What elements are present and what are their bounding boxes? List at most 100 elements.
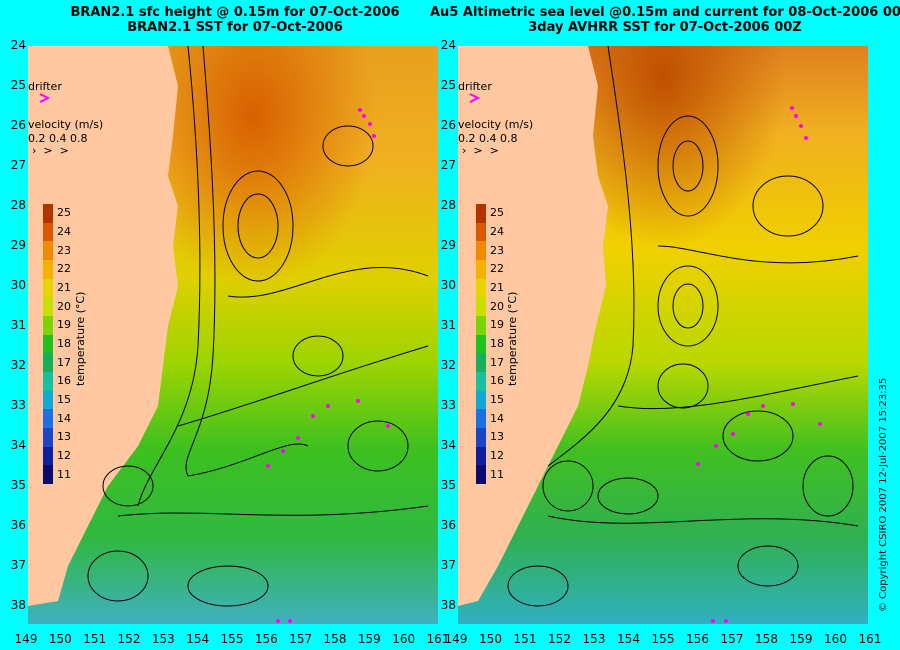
colorbar-tick-label: 16 [490, 374, 504, 388]
colorbar-tick-label: 13 [57, 430, 71, 444]
x-tick-label: 156 [686, 632, 709, 646]
x-tick-label: 161 [858, 632, 882, 646]
right-drifter-tracks [696, 106, 822, 623]
right-title-line1: Au5 Altimetric sea level @0.15m and curr… [430, 5, 900, 20]
y-tick-label: 26 [440, 118, 456, 132]
left-colorbar [43, 204, 53, 484]
y-tick-label: 33 [440, 398, 456, 412]
right-colorbar [476, 204, 486, 484]
colorbar-swatch [476, 428, 486, 447]
left-colorbar-title: temperature (°C) [74, 291, 87, 386]
y-tick-label: 30 [10, 278, 26, 292]
x-tick-label: 152 [548, 632, 571, 646]
y-tick-label: 35 [10, 478, 26, 492]
x-tick-label: 160 [392, 632, 416, 646]
y-tick-label: 37 [10, 558, 26, 572]
y-tick-label: 26 [10, 118, 26, 132]
colorbar-swatch [476, 409, 486, 428]
left-title-line2: BRAN2.1 SST for 07-Oct-2006 [127, 20, 343, 35]
colorbar-swatch [43, 204, 53, 223]
x-tick-label: 154 [617, 632, 640, 646]
colorbar-tick-label: 12 [490, 449, 504, 462]
colorbar-tick-label: 17 [490, 355, 504, 369]
y-tick-label: 28 [10, 198, 26, 212]
left-title-line1: BRAN2.1 sfc height @ 0.15m for 07-Oct-20… [70, 5, 400, 20]
right-colorbar-title: temperature (°C) [506, 291, 519, 386]
colorbar-tick-label: 15 [57, 393, 71, 406]
y-tick-label: 24 [10, 38, 26, 52]
x-tick-label: 160 [824, 632, 847, 646]
y-tick-label: 25 [440, 78, 456, 92]
left-velocity-label: velocity (m/s) [28, 118, 104, 131]
x-tick-label: 153 [151, 632, 175, 646]
x-tick-label: 149 [444, 632, 468, 646]
x-tick-label: 155 [220, 632, 244, 646]
colorbar-tick-label: 19 [57, 318, 71, 332]
right-title-line2: 3day AVHRR SST for 07-Oct-2006 00Z [528, 20, 802, 35]
colorbar-tick-label: 20 [490, 299, 504, 313]
colorbar-tick-label: 12 [57, 449, 71, 462]
colorbar-swatch [476, 204, 486, 223]
right-drifter-label: drifter [458, 80, 492, 93]
colorbar-swatch [476, 353, 486, 372]
colorbar-tick-label: 22 [57, 262, 71, 276]
left-drifter-tracks [266, 108, 390, 623]
x-tick-label: 153 [582, 632, 606, 646]
y-tick-label: 34 [10, 438, 26, 452]
left-contours [87, 46, 429, 607]
colorbar-swatch [43, 316, 53, 335]
colorbar-tick-label: 11 [57, 467, 71, 481]
colorbar-tick-label: 15 [490, 393, 504, 406]
colorbar-tick-label: 20 [57, 299, 71, 313]
right-velocity-label: velocity (m/s) [458, 118, 534, 131]
y-tick-label: 29 [440, 238, 456, 252]
right-land [458, 46, 608, 606]
colorbar-swatch [476, 465, 486, 484]
y-tick-label: 38 [10, 598, 26, 612]
x-tick-label: 159 [789, 632, 813, 646]
left-velocity-scale: 0.2 0.4 0.8 [28, 132, 88, 145]
x-tick-label: 155 [651, 632, 675, 646]
y-tick-label: 33 [10, 398, 26, 412]
x-tick-label: 154 [186, 632, 210, 646]
right-velocity-scale: 0.2 0.4 0.8 [458, 132, 518, 145]
colorbar-tick-label: 14 [490, 411, 504, 425]
colorbar-swatch [43, 222, 53, 242]
colorbar-swatch [43, 428, 53, 447]
y-tick-label: 27 [440, 158, 456, 172]
colorbar-tick-label: 24 [57, 225, 71, 238]
x-tick-label: 152 [117, 632, 141, 646]
colorbar-tick-label: 16 [57, 374, 71, 388]
colorbar-tick-label: 19 [490, 318, 504, 332]
x-tick-label: 150 [479, 632, 502, 646]
colorbar-swatch [43, 353, 53, 372]
colorbar-swatch [476, 297, 486, 316]
y-tick-label: 24 [440, 38, 456, 52]
left-land [28, 46, 178, 606]
colorbar-swatch [476, 241, 486, 260]
right-map-panel: drifter velocity (m/s) 0.2 0.4 0.8 › > >… [458, 46, 868, 624]
y-tick-label: 27 [10, 158, 26, 172]
colorbar-swatch [43, 297, 53, 316]
right-velocity-arrows: › > > [462, 144, 499, 157]
y-tick-label: 36 [10, 518, 26, 532]
left-velocity-arrows: › > > [32, 144, 69, 157]
right-contours [507, 46, 859, 607]
y-tick-label: 38 [440, 598, 456, 612]
colorbar-swatch [43, 446, 53, 466]
colorbar-swatch [43, 465, 53, 484]
y-tick-label: 30 [440, 278, 456, 292]
colorbar-tick-label: 25 [57, 206, 71, 220]
y-tick-label: 31 [440, 318, 456, 332]
colorbar-tick-label: 25 [490, 206, 504, 220]
left-map-panel: drifter velocity (m/s) 0.2 0.4 0.8 › > >… [28, 46, 438, 624]
y-tick-label: 36 [440, 518, 456, 532]
x-tick-label: 157 [289, 632, 313, 646]
x-tick-label: 149 [14, 632, 38, 646]
y-tick-label: 32 [10, 358, 26, 372]
y-tick-label: 31 [10, 318, 26, 332]
colorbar-swatch [476, 390, 486, 410]
colorbar-tick-label: 18 [490, 337, 504, 350]
colorbar-tick-label: 21 [57, 281, 71, 294]
colorbar-swatch [476, 446, 486, 466]
